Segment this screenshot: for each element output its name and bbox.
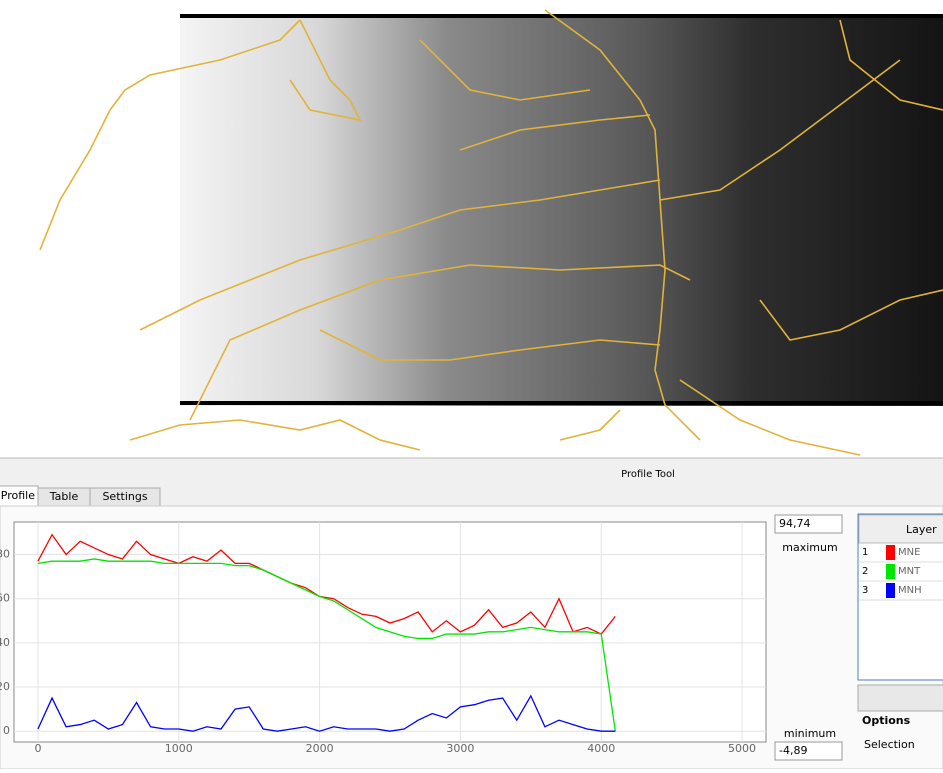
x-tick-label: 3000: [446, 742, 474, 755]
tab-label[interactable]: Table: [49, 490, 79, 503]
y-tick-label: 80: [0, 548, 10, 561]
min-value[interactable]: -4,89: [779, 744, 807, 757]
x-tick-label: 0: [34, 742, 41, 755]
raster-edge: [180, 14, 943, 18]
screen: Profile Tool Profile Table Settings 94,7…: [0, 0, 943, 769]
y-tick-label: 60: [0, 592, 10, 605]
raster-edge: [180, 401, 943, 405]
x-tick-label: 4000: [587, 742, 615, 755]
selection-label: Selection: [864, 738, 915, 751]
page: Profile Tool Profile Table Settings 94,7…: [0, 0, 943, 769]
layer-name: MNT: [898, 566, 921, 577]
button[interactable]: [858, 685, 943, 711]
max-value[interactable]: 94,74: [779, 517, 811, 530]
max-label: maximum: [782, 541, 837, 554]
layer-color: [886, 583, 895, 598]
tab-label[interactable]: Settings: [102, 490, 147, 503]
options-title: Options: [862, 714, 911, 727]
table-header-label: Layer: [906, 523, 937, 536]
elevation-raster: [180, 14, 943, 406]
min-label: minimum: [784, 727, 836, 740]
layer-color: [886, 564, 895, 579]
panel-title: Profile Tool: [621, 469, 675, 480]
layer-color: [886, 545, 895, 560]
x-tick-label: 5000: [728, 742, 756, 755]
y-tick-label: 40: [0, 636, 10, 649]
y-tick-label: 20: [0, 680, 10, 693]
y-tick-label: 0: [3, 724, 10, 737]
road: [560, 410, 620, 440]
tab-label[interactable]: Profile: [1, 489, 35, 502]
layer-name: MNH: [898, 585, 922, 596]
road: [130, 420, 420, 450]
layer-name: MNE: [898, 547, 920, 558]
map[interactable]: [40, 10, 943, 455]
x-tick-label: 2000: [306, 742, 334, 755]
row-index: 1: [862, 547, 868, 558]
row-index: 2: [862, 566, 868, 577]
row-index: 3: [862, 585, 868, 596]
x-tick-label: 1000: [165, 742, 193, 755]
